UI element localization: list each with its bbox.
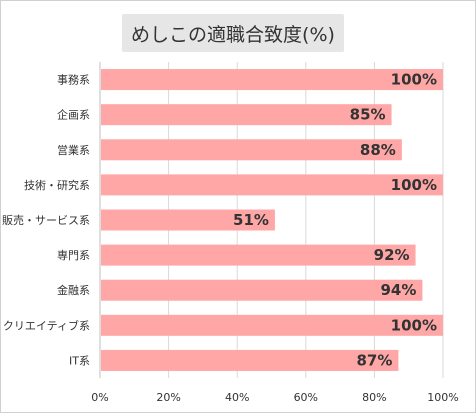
bar: [101, 174, 443, 196]
data-labels: 100% 85% 88% 100% 51% 92% 94% 100% 87%: [233, 71, 437, 370]
x-tick-labels: 0% 20% 40% 60% 80% 100%: [91, 391, 458, 404]
data-label: 88%: [360, 141, 396, 159]
data-label: 51%: [233, 211, 269, 229]
data-label: 92%: [374, 246, 410, 264]
bar: [101, 279, 423, 301]
data-label: 100%: [391, 176, 437, 194]
category-label: 事務系: [57, 73, 90, 87]
bar: [101, 139, 402, 161]
category-label: 技術・研究系: [24, 178, 90, 192]
x-tick-label: 100%: [427, 391, 458, 404]
category-label: 販売・サービス系: [2, 214, 90, 227]
chart-title: めしこの適職合致度(%): [122, 14, 344, 52]
category-label: 専門系: [57, 249, 90, 262]
category-label: IT系: [69, 354, 90, 367]
bar: [101, 209, 275, 231]
bar: [101, 104, 392, 126]
bar: [101, 314, 443, 336]
data-label: 100%: [391, 316, 437, 334]
bars: [101, 69, 443, 371]
x-tick-label: 40%: [225, 391, 249, 404]
category-label: 金融系: [57, 283, 90, 297]
data-label: 85%: [350, 106, 386, 124]
x-tick-label: 0%: [91, 391, 108, 404]
category-label: クリエイティブ系: [3, 318, 90, 332]
category-label: 営業系: [57, 143, 90, 157]
x-tick-label: 20%: [156, 391, 180, 404]
data-label: 94%: [381, 281, 417, 299]
data-label: 100%: [391, 71, 437, 89]
x-tick-label: 80%: [362, 391, 386, 404]
data-label: 87%: [357, 351, 393, 369]
x-tick-label: 60%: [294, 391, 318, 404]
category-label: 企画系: [57, 108, 90, 122]
bar: [101, 69, 443, 91]
bar: [101, 349, 399, 371]
bar: [101, 244, 416, 266]
